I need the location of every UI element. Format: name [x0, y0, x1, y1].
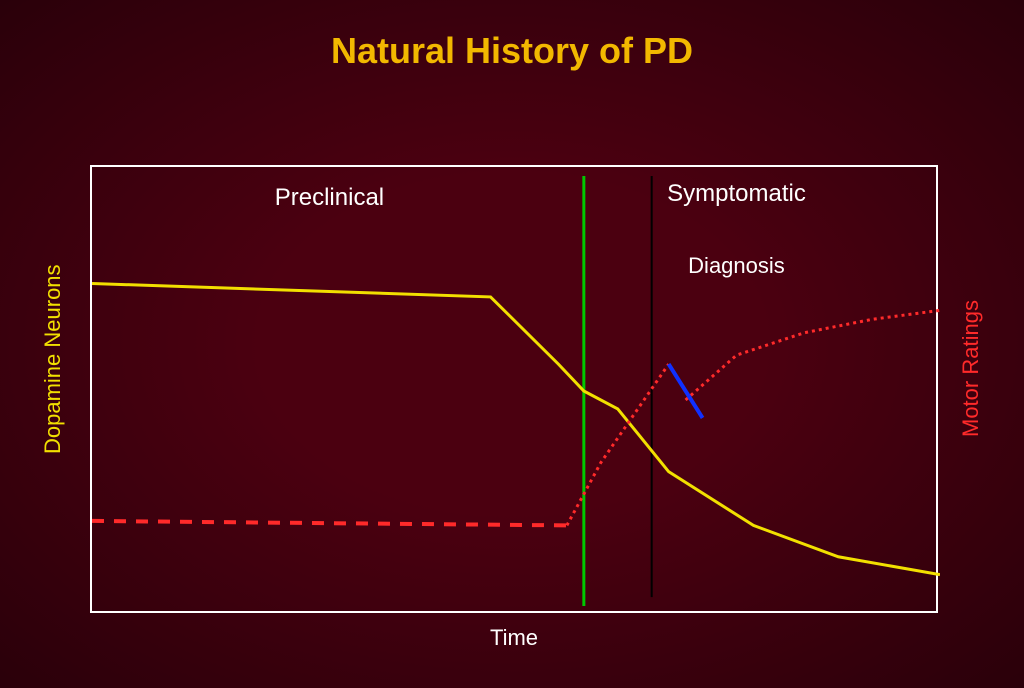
preclinical-label: Preclinical	[275, 184, 384, 212]
y-axis-right-label: Motor Ratings	[958, 225, 984, 513]
slide-root: Natural History of PD Dopamine Neurons M…	[0, 0, 1024, 688]
chart-area: Preclinical Symptomatic Diagnosis	[90, 165, 938, 613]
x-axis-label: Time	[90, 625, 938, 651]
symptomatic-label: Symptomatic	[667, 180, 806, 208]
diagnosis-label: Diagnosis	[688, 253, 785, 279]
chart-svg	[92, 167, 940, 615]
y-axis-left-label: Dopamine Neurons	[40, 195, 66, 523]
slide-title: Natural History of PD	[0, 30, 1024, 72]
